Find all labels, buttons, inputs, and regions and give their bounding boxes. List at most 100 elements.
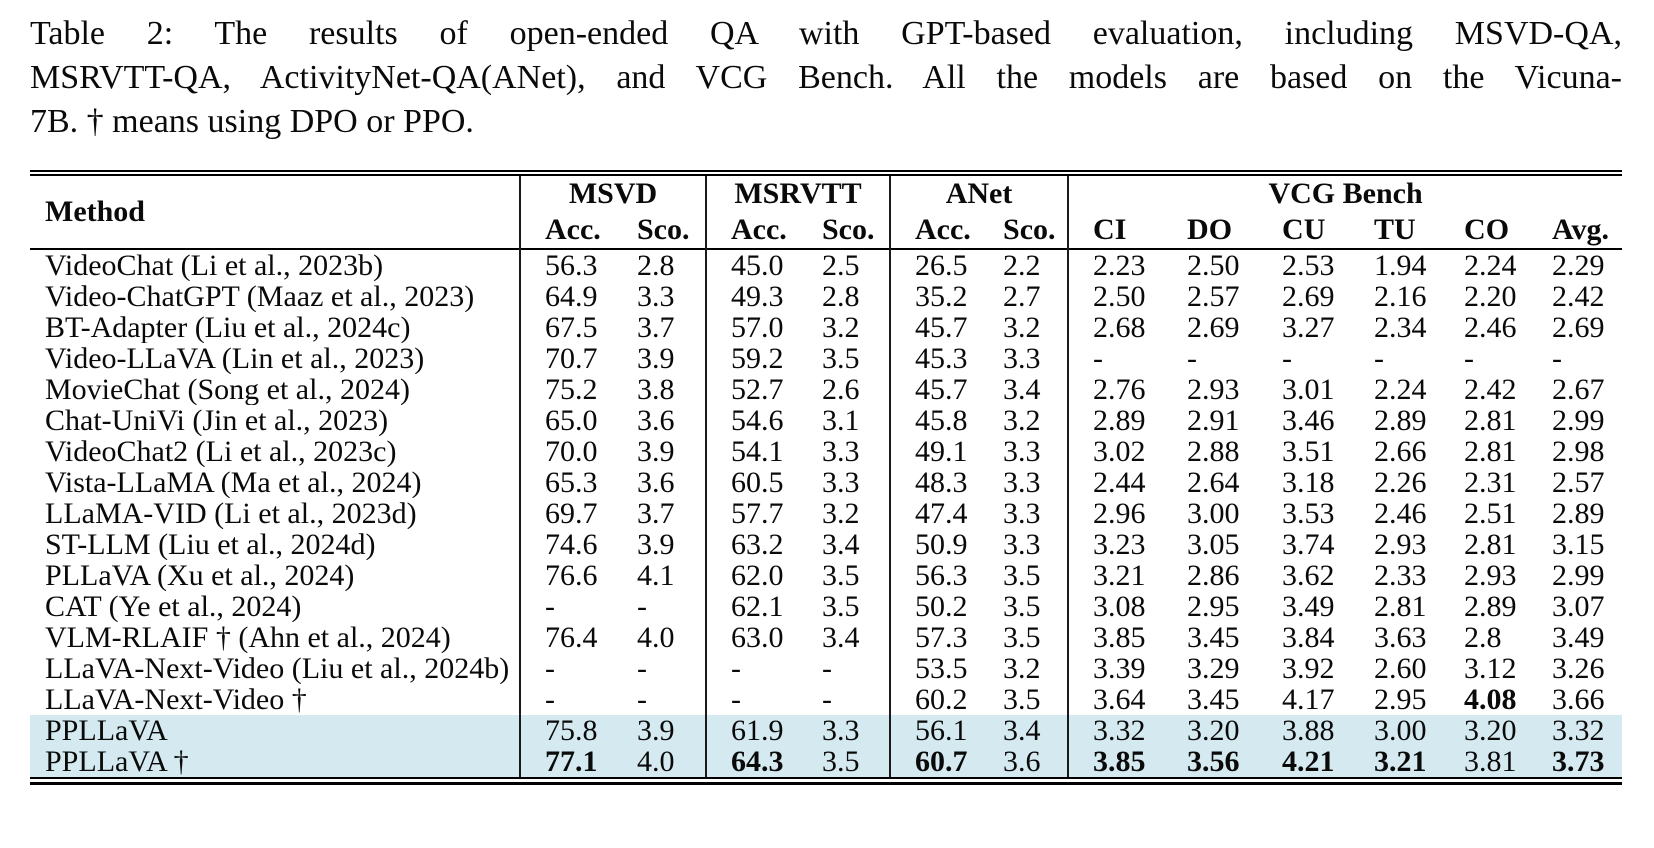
cell-msvd-sco: 3.6 — [613, 467, 707, 498]
col-header-tu: TU — [1374, 213, 1416, 246]
cell-msvd-sco: 3.7 — [613, 498, 707, 529]
cell-msrvtt-sco: 3.2 — [798, 312, 892, 343]
cell-ci: 2.96 — [1093, 498, 1146, 529]
cell-do: 3.56 — [1187, 746, 1240, 777]
table-row: PPLLaVA † 77.1 4.0 64.3 3.5 60.7 3.6 3.8… — [30, 746, 1623, 777]
table-body: VideoChat (Li et al., 2023b) 56.3 2.8 45… — [30, 249, 1623, 777]
cell-msrvtt-sco: 3.3 — [798, 436, 892, 467]
cell-method: VideoChat2 (Li et al., 2023c) — [30, 436, 521, 467]
table-row: ST-LLM (Liu et al., 2024d) 74.6 3.9 63.2… — [30, 529, 1622, 560]
cell-anet-sco: 3.3 — [979, 498, 1070, 529]
cell-msrvtt-sco: 3.4 — [798, 622, 892, 653]
col-header-avg: Avg. — [1552, 213, 1609, 246]
col-header-msrvtt-acc: Acc. — [731, 213, 787, 246]
cell-msrvtt-sco: 3.5 — [798, 746, 892, 777]
cell-anet-sco: 3.5 — [979, 622, 1070, 653]
cell-msvd-sco: 3.9 — [613, 343, 707, 374]
cell-co: 2.81 — [1464, 529, 1517, 560]
cell-co: 2.24 — [1464, 249, 1517, 281]
cell-co: 2.31 — [1464, 467, 1517, 498]
cell-msrvtt-acc: 52.7 — [731, 374, 784, 405]
cell-anet-acc: 45.3 — [915, 343, 968, 374]
cell-msrvtt-acc: 62.0 — [731, 560, 784, 591]
cell-anet-sco: 3.3 — [979, 436, 1070, 467]
cell-msrvtt-sco: - — [798, 684, 892, 715]
col-header-msrvtt-sco: Sco. — [798, 212, 892, 249]
cell-co: 3.12 — [1464, 653, 1517, 684]
cell-msvd-sco: 2.8 — [613, 249, 707, 281]
cell-msrvtt-sco: 3.3 — [798, 715, 892, 746]
cell-cu: 3.27 — [1282, 312, 1335, 343]
cell-anet-acc: 45.8 — [915, 405, 968, 436]
cell-co: 2.89 — [1464, 591, 1517, 622]
cell-cu: 3.92 — [1282, 653, 1335, 684]
cell-msrvtt-sco: 3.5 — [798, 560, 892, 591]
cell-msrvtt-acc: 59.2 — [731, 343, 784, 374]
cell-msvd-sco: 3.6 — [613, 405, 707, 436]
cell-co: 2.93 — [1464, 560, 1517, 591]
cell-do: 2.64 — [1187, 467, 1240, 498]
cell-anet-acc: 53.5 — [915, 653, 968, 684]
cell-msrvtt-sco: 3.5 — [798, 343, 892, 374]
cell-msvd-sco: 3.3 — [613, 281, 707, 312]
cell-msvd-sco: 4.0 — [613, 622, 707, 653]
cell-cu: - — [1282, 343, 1293, 374]
cell-tu: 2.16 — [1374, 281, 1427, 312]
cell-anet-sco: 2.2 — [979, 249, 1070, 281]
cell-anet-acc: 26.5 — [915, 249, 968, 281]
cell-msrvtt-acc: 54.1 — [731, 436, 784, 467]
cell-co: 3.81 — [1464, 746, 1517, 777]
cell-co: 2.51 — [1464, 498, 1517, 529]
cell-anet-acc: 50.2 — [915, 591, 968, 622]
cell-anet-sco: 3.5 — [979, 591, 1070, 622]
cell-anet-sco: 3.2 — [979, 653, 1070, 684]
cell-cu: 3.18 — [1282, 467, 1335, 498]
table-row: CAT (Ye et al., 2024) - - 62.1 3.5 50.2 … — [30, 591, 1622, 622]
cell-msrvtt-acc: 62.1 — [731, 591, 784, 622]
cell-msvd-acc: 70.0 — [545, 436, 598, 467]
cell-anet-acc: 49.1 — [915, 436, 968, 467]
cell-tu: 2.24 — [1374, 374, 1427, 405]
group-header-anet: ANet — [890, 176, 1070, 212]
table-row: PLLaVA (Xu et al., 2024) 76.6 4.1 62.0 3… — [30, 560, 1622, 591]
cell-avg: 2.98 — [1552, 436, 1605, 467]
group-header-msvd: MSVD — [520, 176, 707, 212]
table-row: VideoChat (Li et al., 2023b) 56.3 2.8 45… — [30, 249, 1622, 281]
cell-avg: 2.99 — [1552, 405, 1605, 436]
col-header-anet-acc: Acc. — [915, 213, 971, 246]
cell-cu: 3.01 — [1282, 374, 1335, 405]
cell-ci: - — [1093, 343, 1104, 374]
cell-method: Vista-LLaMA (Ma et al., 2024) — [30, 467, 521, 498]
table-row: MovieChat (Song et al., 2024) 75.2 3.8 5… — [30, 374, 1622, 405]
cell-cu: 3.88 — [1282, 715, 1335, 746]
cell-anet-acc: 60.7 — [915, 746, 968, 777]
cell-method: Video-LLaVA (Lin et al., 2023) — [30, 343, 521, 374]
cell-tu: - — [1374, 343, 1385, 374]
cell-do: 3.05 — [1187, 529, 1240, 560]
cell-anet-sco: 3.6 — [979, 746, 1070, 777]
cell-do: 3.45 — [1187, 684, 1240, 715]
cell-co: 3.20 — [1464, 715, 1517, 746]
sub-header-row: Acc. Sco. Acc. Sco. Acc. Sco. CI DO CU T… — [30, 212, 1622, 249]
cell-anet-sco: 3.5 — [979, 560, 1070, 591]
cell-msvd-acc: 67.5 — [545, 312, 598, 343]
table-row: LLaVA-Next-Video (Liu et al., 2024b) - -… — [30, 653, 1622, 684]
table-row: PPLLaVA 75.8 3.9 61.9 3.3 56.1 3.4 3.32 … — [30, 715, 1623, 746]
cell-ci: 3.21 — [1093, 560, 1146, 591]
cell-avg: - — [1552, 343, 1563, 374]
cell-avg: 2.42 — [1552, 281, 1605, 312]
cell-method: Video-ChatGPT (Maaz et al., 2023) — [30, 281, 521, 312]
cell-method: LLaMA-VID (Li et al., 2023d) — [30, 498, 521, 529]
cell-do: 2.69 — [1187, 312, 1240, 343]
cell-msrvtt-acc: 63.0 — [731, 622, 784, 653]
cell-anet-sco: 3.5 — [979, 684, 1070, 715]
cell-msrvtt-sco: 3.3 — [798, 467, 892, 498]
cell-msvd-sco: 4.0 — [613, 746, 707, 777]
cell-tu: 2.34 — [1374, 312, 1427, 343]
cell-tu: 2.33 — [1374, 560, 1427, 591]
cell-cu: 2.53 — [1282, 249, 1335, 281]
cell-anet-acc: 57.3 — [915, 622, 968, 653]
cell-cu: 3.51 — [1282, 436, 1335, 467]
cell-tu: 3.21 — [1374, 746, 1427, 777]
table-row: Vista-LLaMA (Ma et al., 2024) 65.3 3.6 6… — [30, 467, 1622, 498]
